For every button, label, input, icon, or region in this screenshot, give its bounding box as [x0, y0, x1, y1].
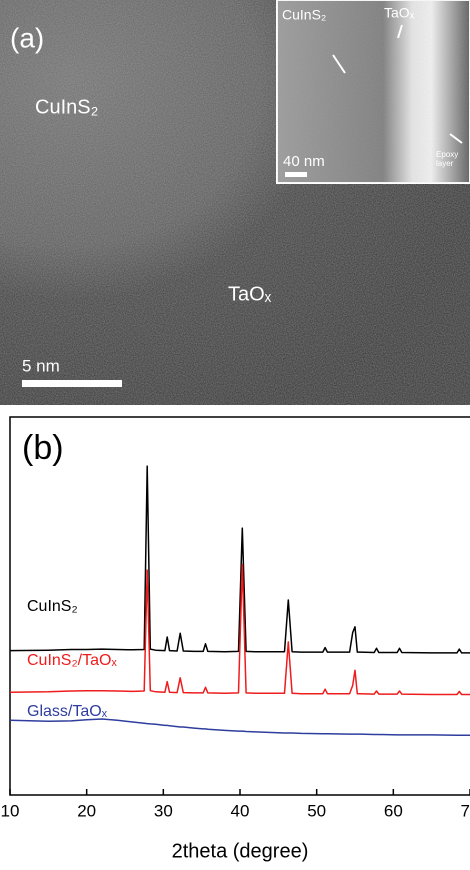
inset: CuInS₂ TaOₓ 40 nm Epoxy layer — [276, 0, 470, 184]
panel-label: (b) — [22, 429, 64, 467]
tem-panel: (a) CuInS₂ TaOₓ 5 nm CuInS₂ TaOₓ 40 nm E… — [0, 0, 470, 405]
x-tick-label: 50 — [307, 801, 326, 820]
x-axis-label: 2theta (degree) — [172, 840, 309, 862]
x-tick-label: 10 — [1, 801, 20, 820]
series-label: Glass/TaOₓ — [27, 703, 108, 720]
panel-label: (a) — [10, 22, 44, 53]
scale-bar-label: 5 nm — [22, 356, 60, 375]
x-tick-label: 60 — [384, 801, 403, 820]
series-line — [9, 563, 470, 696]
arrow — [397, 24, 403, 39]
plot-frame — [9, 416, 470, 796]
x-tick-label: 70 — [461, 801, 470, 820]
series-label: CuInS₂ — [27, 598, 78, 615]
scale-bar — [22, 380, 122, 387]
inset-note: Epoxy layer — [436, 150, 459, 168]
inset-note-text: Epoxy layer — [436, 150, 459, 168]
inset-scale-label: 40 nm — [283, 153, 325, 170]
region-label: TaOₓ — [228, 283, 272, 305]
x-tick-label: 30 — [154, 801, 173, 820]
inset-label: CuInS₂ — [282, 7, 326, 23]
region-label: CuInS₂ — [35, 96, 98, 118]
series-label: CuInS₂/TaOₓ — [27, 652, 117, 669]
series-line — [9, 465, 470, 654]
inset-label: TaOₓ — [384, 5, 415, 21]
inset-texture — [277, 0, 470, 183]
x-tick-label: 40 — [231, 801, 250, 820]
inset-scale-bar — [285, 172, 307, 177]
x-tick-label: 20 — [77, 801, 96, 820]
series-line — [9, 718, 470, 737]
arrow — [449, 133, 463, 144]
arrow — [332, 54, 346, 74]
chart: (b) 2theta (degree) 10 20 30 40 50 60 70 CuInS₂… — [1, 416, 470, 862]
